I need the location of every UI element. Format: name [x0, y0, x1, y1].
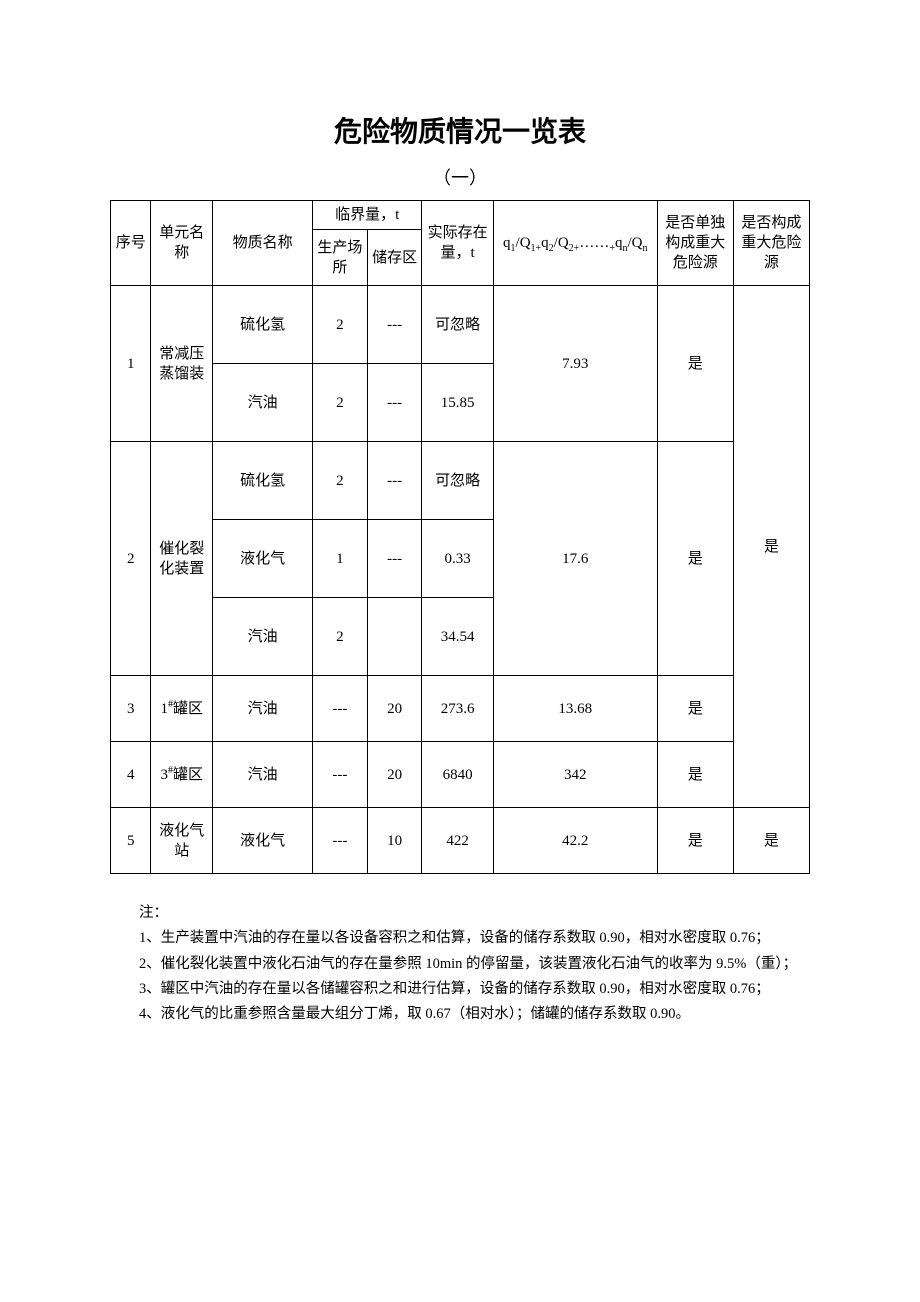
cell-actual: 422 [422, 808, 493, 874]
cell-material: 液化气 [213, 520, 313, 598]
th-formula: q1/Q1+q2/Q2+……+qn/Qn [493, 201, 657, 286]
cell-major: 是 [733, 286, 809, 808]
th-actual: 实际存在量，t [422, 201, 493, 286]
cell-material: 硫化氢 [213, 442, 313, 520]
cell-store [367, 598, 422, 676]
cell-single: 是 [657, 442, 733, 676]
table-row: 2 催化裂化装置 硫化氢 2 --- 可忽略 17.6 是 [111, 442, 810, 520]
cell-material: 汽油 [213, 598, 313, 676]
cell-unit: 常减压蒸馏装 [151, 286, 213, 442]
cell-prod: 2 [313, 442, 368, 520]
cell-seq: 3 [111, 676, 151, 742]
cell-actual: 15.85 [422, 364, 493, 442]
cell-actual: 34.54 [422, 598, 493, 676]
cell-actual: 可忽略 [422, 286, 493, 364]
th-single: 是否单独构成重大危险源 [657, 201, 733, 286]
cell-store: --- [367, 442, 422, 520]
cell-unit: 3#罐区 [151, 742, 213, 808]
cell-unit: 1#罐区 [151, 676, 213, 742]
cell-seq: 4 [111, 742, 151, 808]
cell-store: 20 [367, 676, 422, 742]
cell-material: 汽油 [213, 676, 313, 742]
cell-formula: 7.93 [493, 286, 657, 442]
cell-formula: 42.2 [493, 808, 657, 874]
th-critical-prod: 生产场所 [313, 230, 368, 286]
cell-single: 是 [657, 742, 733, 808]
cell-prod: 2 [313, 364, 368, 442]
cell-material: 汽油 [213, 364, 313, 442]
cell-store: --- [367, 364, 422, 442]
note-item: 4、液化气的比重参照含量最大组分丁烯，取 0.67（相对水）；储罐的储存系数取 … [110, 1003, 810, 1026]
cell-actual: 可忽略 [422, 442, 493, 520]
th-critical-store: 储存区 [367, 230, 422, 286]
cell-seq: 1 [111, 286, 151, 442]
cell-seq: 5 [111, 808, 151, 874]
th-critical-group: 临界量，t [313, 201, 422, 230]
document-page: 危险物质情况一览表 （一） 序号 单元名称 物质名称 临界量，t 实际存在量，t… [0, 0, 920, 1302]
cell-material: 硫化氢 [213, 286, 313, 364]
cell-actual: 6840 [422, 742, 493, 808]
th-major: 是否构成重大危险源 [733, 201, 809, 286]
cell-prod: 2 [313, 286, 368, 364]
cell-formula: 17.6 [493, 442, 657, 676]
cell-unit: 液化气站 [151, 808, 213, 874]
cell-store: 10 [367, 808, 422, 874]
cell-material: 液化气 [213, 808, 313, 874]
th-material: 物质名称 [213, 201, 313, 286]
cell-major: 是 [733, 808, 809, 874]
cell-actual: 273.6 [422, 676, 493, 742]
cell-prod: 2 [313, 598, 368, 676]
cell-actual: 0.33 [422, 520, 493, 598]
note-item: 3、罐区中汽油的存在量以各储罐容积之和进行估算，设备的储存系数取 0.90，相对… [110, 978, 810, 1001]
notes-section: 注： 1、生产装置中汽油的存在量以各设备容积之和估算，设备的储存系数取 0.90… [110, 902, 810, 1026]
table-header-row: 序号 单元名称 物质名称 临界量，t 实际存在量，t q1/Q1+q2/Q2+…… [111, 201, 810, 230]
cell-unit: 催化裂化装置 [151, 442, 213, 676]
table-row: 1 常减压蒸馏装 硫化氢 2 --- 可忽略 7.93 是 是 [111, 286, 810, 364]
cell-store: 20 [367, 742, 422, 808]
cell-prod: --- [313, 808, 368, 874]
cell-material: 汽油 [213, 742, 313, 808]
cell-formula: 342 [493, 742, 657, 808]
cell-store: --- [367, 520, 422, 598]
notes-head: 注： [110, 902, 810, 925]
cell-single: 是 [657, 286, 733, 442]
cell-store: --- [367, 286, 422, 364]
cell-single: 是 [657, 808, 733, 874]
page-subtitle: （一） [110, 164, 810, 190]
table-row: 5 液化气站 液化气 --- 10 422 42.2 是 是 [111, 808, 810, 874]
note-item: 2、催化裂化装置中液化石油气的存在量参照 10min 的停留量，该装置液化石油气… [110, 953, 810, 976]
cell-prod: 1 [313, 520, 368, 598]
cell-formula: 13.68 [493, 676, 657, 742]
cell-single: 是 [657, 676, 733, 742]
table-row: 4 3#罐区 汽油 --- 20 6840 342 是 [111, 742, 810, 808]
table-row: 3 1#罐区 汽油 --- 20 273.6 13.68 是 [111, 676, 810, 742]
cell-prod: --- [313, 742, 368, 808]
cell-prod: --- [313, 676, 368, 742]
th-unit: 单元名称 [151, 201, 213, 286]
hazard-table: 序号 单元名称 物质名称 临界量，t 实际存在量，t q1/Q1+q2/Q2+…… [110, 200, 810, 874]
note-item: 1、生产装置中汽油的存在量以各设备容积之和估算，设备的储存系数取 0.90，相对… [110, 927, 810, 950]
page-title: 危险物质情况一览表 [110, 110, 810, 150]
th-seq: 序号 [111, 201, 151, 286]
cell-seq: 2 [111, 442, 151, 676]
